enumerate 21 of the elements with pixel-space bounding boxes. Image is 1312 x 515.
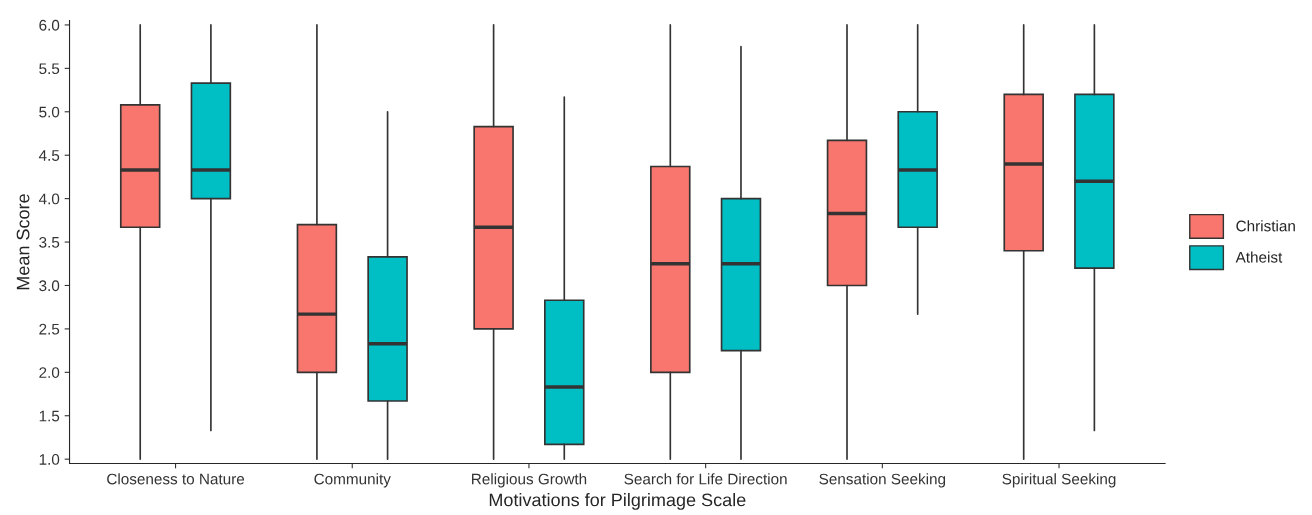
x-tick-label: Spiritual Seeking — [1002, 473, 1116, 488]
legend-label: Atheist — [1235, 251, 1283, 263]
y-axis-title: Mean Score — [16, 194, 30, 290]
y-tick-label: 2.5 — [39, 323, 60, 335]
x-tick-label: Closeness to Nature — [107, 473, 245, 485]
x-tick-label: Sensation Seeking — [819, 473, 946, 488]
x-tick-label: Community — [314, 473, 391, 488]
x-tick-label: Search for Life Direction — [624, 473, 787, 485]
y-tick-label: 4.0 — [38, 193, 60, 205]
x-tick-label: Religious Growth — [472, 473, 587, 488]
x-axis-title: Motivations for Pilgrimage Scale — [489, 493, 746, 510]
y-tick-label: 2.0 — [39, 367, 60, 378]
y-tick-label: 3.0 — [39, 280, 60, 292]
y-tick-label: 5.0 — [39, 106, 60, 118]
y-tick-label: 1.0 — [39, 454, 60, 465]
y-tick-label: 4.5 — [38, 150, 60, 161]
y-tick-label: 1.5 — [39, 410, 60, 422]
y-tick-label: 5.5 — [39, 63, 60, 75]
y-tick-label: 3.5 — [39, 236, 60, 248]
legend-label: Christian — [1236, 220, 1295, 232]
y-tick-label: 6.0 — [39, 19, 60, 31]
